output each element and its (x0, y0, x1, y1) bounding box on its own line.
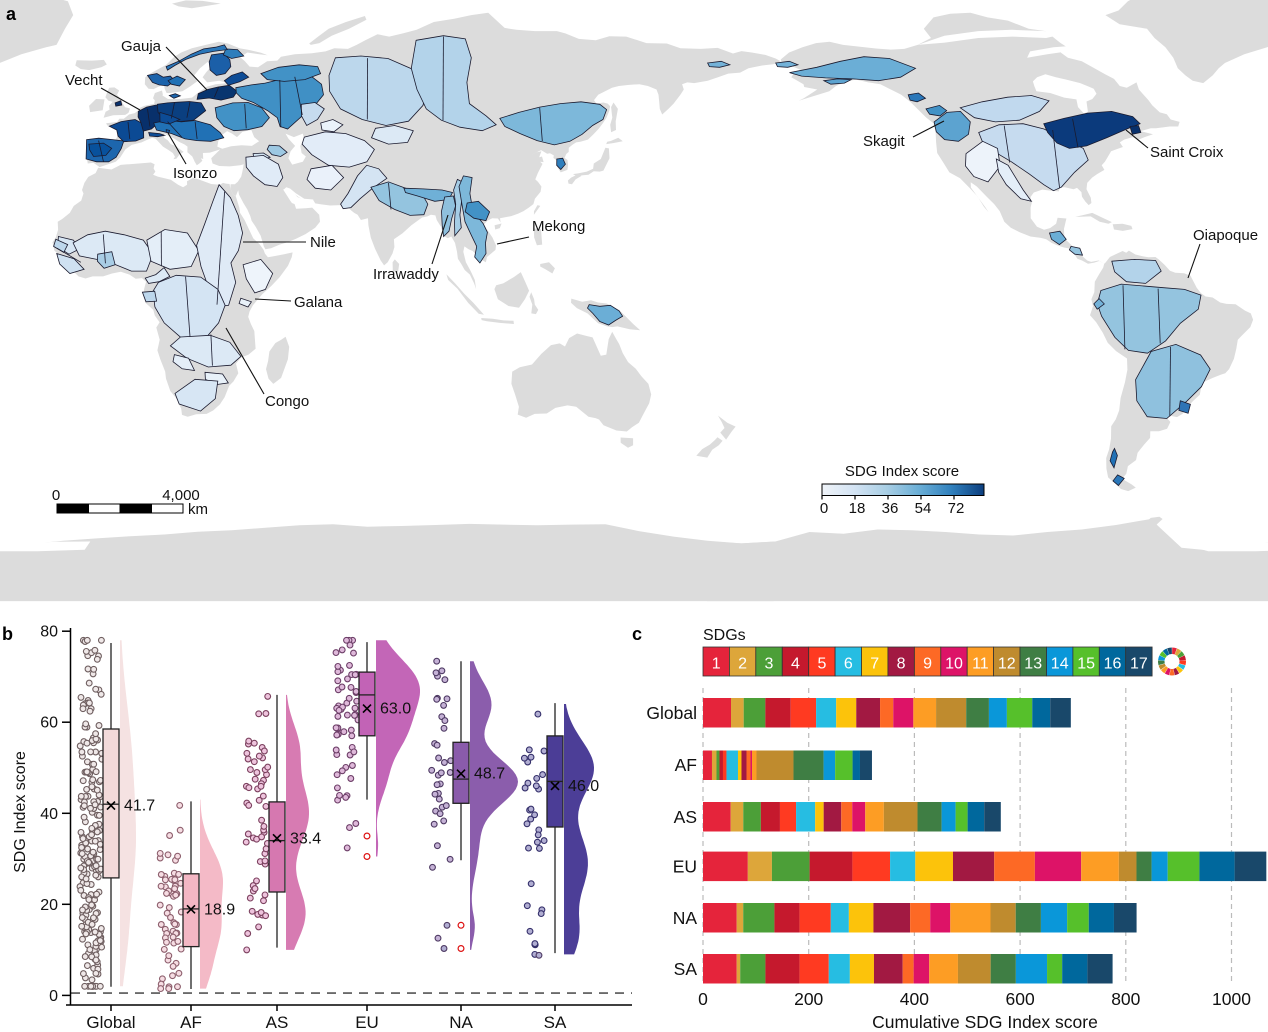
svg-text:SDGs: SDGs (703, 627, 746, 644)
svg-text:km: km (188, 501, 208, 518)
svg-text:SDG Index score: SDG Index score (845, 463, 959, 480)
svg-text:Galana: Galana (294, 294, 343, 311)
svg-text:AF: AF (180, 1013, 202, 1032)
svg-text:Vecht: Vecht (65, 72, 103, 89)
svg-text:17: 17 (1130, 656, 1148, 673)
svg-text:8: 8 (897, 656, 906, 673)
svg-text:6: 6 (844, 656, 853, 673)
svg-text:SDG Index score: SDG Index score (12, 751, 29, 873)
svg-text:Cumulative SDG Index score: Cumulative SDG Index score (872, 1012, 1098, 1032)
svg-text:10: 10 (945, 656, 963, 673)
svg-text:48.7: 48.7 (474, 766, 505, 783)
svg-text:16: 16 (1104, 656, 1122, 673)
svg-text:NA: NA (449, 1013, 473, 1032)
svg-text:AF: AF (675, 755, 697, 775)
svg-text:AS: AS (674, 807, 697, 827)
svg-text:46.0: 46.0 (568, 778, 599, 795)
svg-text:Global: Global (646, 703, 697, 723)
svg-text:Nile: Nile (310, 234, 336, 251)
svg-text:36: 36 (882, 500, 899, 517)
svg-text:0: 0 (52, 487, 60, 504)
svg-text:Isonzo: Isonzo (173, 165, 217, 182)
svg-text:Irrawaddy: Irrawaddy (373, 266, 439, 283)
svg-text:1000: 1000 (1212, 989, 1251, 1009)
svg-text:600: 600 (1005, 989, 1034, 1009)
svg-text:AS: AS (266, 1013, 289, 1032)
svg-text:EU: EU (673, 856, 697, 876)
svg-text:Gauja: Gauja (121, 38, 162, 55)
svg-text:200: 200 (794, 989, 823, 1009)
svg-text:40: 40 (40, 806, 58, 823)
svg-text:41.7: 41.7 (124, 798, 155, 815)
svg-text:Global: Global (86, 1013, 135, 1032)
svg-text:13: 13 (1024, 656, 1042, 673)
svg-text:4,000: 4,000 (162, 487, 200, 504)
svg-text:800: 800 (1111, 989, 1140, 1009)
svg-text:7: 7 (870, 656, 879, 673)
svg-text:0: 0 (698, 989, 708, 1009)
svg-text:Skagit: Skagit (863, 133, 906, 150)
svg-text:Oiapoque: Oiapoque (1193, 227, 1258, 244)
svg-text:4: 4 (791, 656, 800, 673)
svg-text:Congo: Congo (265, 393, 309, 410)
svg-text:72: 72 (948, 500, 965, 517)
svg-text:5: 5 (817, 656, 826, 673)
svg-text:2: 2 (738, 656, 747, 673)
svg-text:SA: SA (544, 1013, 567, 1032)
svg-text:11: 11 (972, 656, 989, 673)
svg-text:12: 12 (998, 656, 1016, 673)
svg-text:NA: NA (673, 908, 698, 928)
svg-text:15: 15 (1077, 656, 1095, 673)
svg-text:9: 9 (923, 656, 932, 673)
svg-text:SA: SA (674, 959, 698, 979)
svg-text:14: 14 (1051, 656, 1069, 673)
svg-text:80: 80 (40, 624, 58, 641)
svg-text:18: 18 (849, 500, 866, 517)
svg-text:60: 60 (40, 715, 58, 732)
svg-text:Saint Croix: Saint Croix (1150, 144, 1224, 161)
svg-text:0: 0 (820, 500, 828, 517)
svg-text:0: 0 (49, 988, 58, 1005)
svg-text:20: 20 (40, 897, 58, 914)
svg-text:33.4: 33.4 (290, 830, 321, 847)
svg-text:400: 400 (900, 989, 929, 1009)
svg-text:63.0: 63.0 (380, 701, 411, 718)
svg-text:3: 3 (765, 656, 774, 673)
svg-text:Mekong: Mekong (532, 218, 585, 235)
svg-text:18.9: 18.9 (204, 901, 235, 918)
svg-text:b: b (2, 624, 13, 644)
svg-text:a: a (6, 4, 17, 24)
svg-text:c: c (632, 624, 642, 644)
svg-text:EU: EU (355, 1013, 379, 1032)
svg-text:54: 54 (915, 500, 932, 517)
svg-text:1: 1 (712, 656, 721, 673)
